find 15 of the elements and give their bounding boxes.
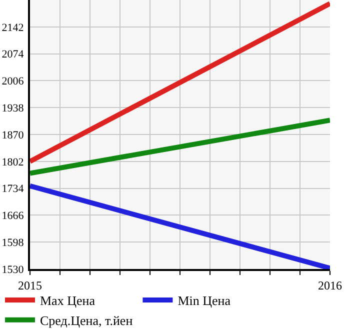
legend-label: Сред.Цена, т.йен [40,312,133,328]
y-tick-label: 2074 [2,48,24,61]
y-tick-label: 1938 [2,102,24,114]
y-tick-label: 2142 [2,22,24,34]
y-tick-label: 2006 [2,76,24,88]
y-tick-label: 1734 [2,183,24,196]
x-tick-label: 2015 [18,278,42,292]
y-tick-label: 1598 [2,236,24,249]
legend-label: Min Цена [178,293,231,308]
y-tick-label: 1802 [2,156,24,168]
y-tick-label: 1530 [2,264,24,276]
legend-label: Max Цена [40,293,96,308]
y-tick-label: 1666 [2,210,24,222]
x-tick-label: 2016 [318,278,342,292]
y-tick-label: 1870 [2,129,24,142]
